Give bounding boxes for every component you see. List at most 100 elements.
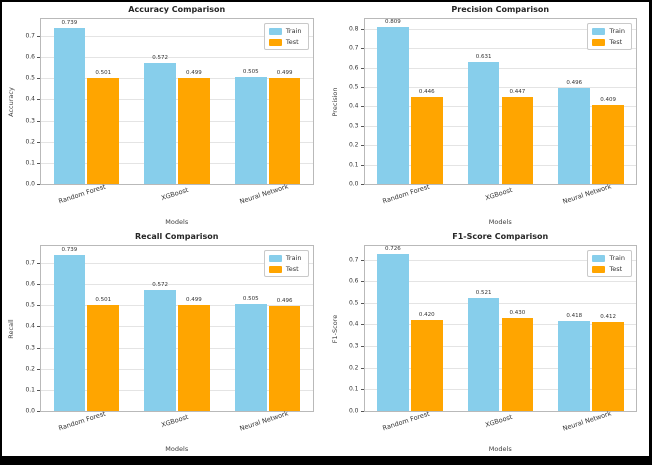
bar-train-neural-network — [234, 77, 267, 184]
value-label-test-xgboost: 0.430 — [509, 310, 526, 317]
x-tick-label-xgboost: XGBoost — [160, 412, 190, 430]
y-tick-label: 0.4 — [25, 95, 35, 103]
value-label-test-xgboost: 0.447 — [509, 89, 526, 96]
x-tick-label-random-forest: Random Forest — [57, 409, 107, 433]
value-label-test-neural-network: 0.409 — [600, 96, 616, 103]
legend-label-train: Train — [609, 27, 625, 35]
y-tick-label: 0.0 — [348, 407, 359, 415]
x-tick-label-xgboost: XGBoost — [483, 412, 513, 430]
subplot-grid: Accuracy Comparison Accuracy 0.0 0.1 0.2 0.… — [2, 2, 649, 456]
y-tick-label: 0.6 — [348, 277, 359, 285]
x-tick-label-random-forest: Random Forest — [381, 409, 431, 433]
y-tick-mark — [360, 86, 364, 88]
gridline — [41, 347, 313, 349]
y-tick-mark — [37, 284, 40, 286]
y-tick-label: 0.8 — [348, 25, 359, 33]
gridline — [41, 284, 313, 286]
y-axis-label: F1-Score — [330, 314, 339, 344]
bar-test-neural-network — [592, 104, 624, 184]
y-tick-label: 0.1 — [348, 385, 359, 393]
value-label-test-neural-network: 0.496 — [276, 298, 293, 305]
y-tick-mark — [360, 367, 364, 369]
y-tick-mark — [360, 28, 364, 30]
y-tick-label: 0.5 — [348, 83, 359, 91]
legend-row-test: Test — [268, 38, 302, 46]
y-tick-label: 0.1 — [25, 159, 35, 167]
y-tick-label: 0.2 — [348, 364, 359, 372]
bar-train-xgboost — [144, 290, 176, 411]
value-label-test-xgboost: 0.499 — [186, 70, 202, 77]
gridline — [41, 389, 313, 391]
chart-title: Accuracy Comparison — [128, 5, 226, 14]
y-tick-mark — [37, 120, 40, 122]
y-tick-label: 0.3 — [348, 122, 359, 130]
gridline — [41, 57, 313, 59]
y-tick-label: 0.6 — [348, 64, 359, 72]
y-tick-label: 0.4 — [25, 322, 35, 330]
legend-swatch-train — [592, 254, 606, 262]
legend: Train Test — [587, 23, 632, 50]
x-tick-label-random-forest: Random Forest — [381, 182, 431, 206]
gridline — [364, 28, 636, 30]
gridline — [41, 368, 313, 370]
plot-area: 0.0 0.1 0.2 0.3 0.4 0.5 0.6 0.7 0.8 0.809 0.446 Ran… — [349, 18, 637, 206]
value-label-train-xgboost: 0.521 — [475, 290, 492, 297]
y-tick-mark — [37, 184, 40, 185]
bar-train-neural-network — [558, 87, 591, 184]
legend-swatch-train — [592, 27, 606, 35]
y-tick-mark — [37, 35, 40, 37]
chart-f1-score: F1-Score Comparison F1-Score 0.0 0.1 0.2 0.… — [326, 229, 650, 456]
gridline — [41, 35, 313, 37]
y-tick-mark — [37, 326, 40, 328]
y-tick-label: 0.3 — [25, 344, 35, 352]
value-label-train-random-forest: 0.739 — [61, 246, 78, 253]
legend-swatch-train — [268, 27, 282, 35]
x-axis-label: Models — [165, 218, 189, 226]
gridline — [364, 86, 636, 88]
y-tick-label: 0.4 — [348, 102, 359, 110]
x-tick-label-neural-network: Neural Network — [238, 182, 289, 206]
legend: Train Test — [587, 250, 632, 277]
legend-label-train: Train — [285, 254, 302, 262]
y-tick-mark — [360, 164, 364, 166]
y-axis-label: Accuracy — [7, 87, 15, 117]
bar-test-xgboost — [501, 318, 534, 411]
y-tick-label: 0.6 — [25, 53, 35, 61]
legend-row-test: Test — [268, 265, 302, 273]
legend-row-train: Train — [268, 27, 302, 35]
gridline — [364, 67, 636, 69]
y-tick-mark — [360, 184, 364, 185]
y-tick-mark — [360, 411, 364, 412]
value-label-test-neural-network: 0.499 — [276, 70, 293, 77]
gridline — [364, 367, 636, 369]
y-tick-mark — [360, 302, 364, 304]
legend-swatch-test — [268, 38, 282, 46]
y-axis-label: Recall — [7, 319, 15, 339]
bar-train-random-forest — [53, 254, 86, 411]
value-label-train-xgboost: 0.572 — [152, 55, 168, 61]
y-tick-mark — [37, 411, 40, 412]
gridline — [41, 162, 313, 164]
y-tick-mark — [360, 145, 364, 147]
y-tick-label: 0.5 — [25, 301, 35, 309]
y-tick-mark — [37, 368, 40, 370]
gridline — [41, 141, 313, 143]
bar-test-random-forest — [87, 305, 120, 411]
value-label-test-xgboost: 0.499 — [186, 297, 202, 304]
y-tick-label: 0.2 — [348, 141, 359, 149]
y-tick-label: 0.5 — [348, 299, 359, 307]
chart-title: Precision Comparison — [451, 5, 550, 14]
gridline — [41, 262, 313, 264]
chart-title: Recall Comparison — [135, 232, 219, 241]
gridline — [364, 302, 636, 304]
y-tick-label: 0.5 — [25, 74, 35, 82]
y-tick-label: 0.1 — [25, 386, 35, 394]
y-tick-label: 0.0 — [348, 180, 359, 188]
gridline — [364, 389, 636, 391]
y-tick-label: 0.4 — [348, 320, 359, 328]
legend-swatch-test — [592, 38, 606, 46]
x-tick-label-neural-network: Neural Network — [238, 409, 289, 433]
y-tick-label: 0.7 — [25, 259, 35, 267]
y-tick-mark — [37, 262, 40, 264]
